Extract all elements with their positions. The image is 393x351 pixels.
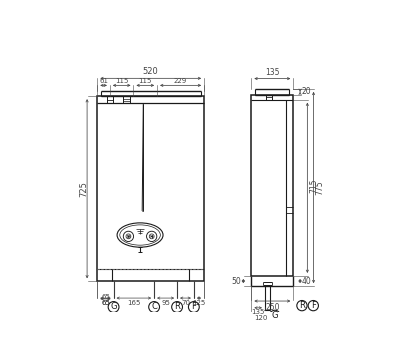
Text: 70: 70: [181, 300, 190, 306]
Text: 120: 120: [254, 315, 267, 321]
Text: 250: 250: [265, 303, 279, 312]
Text: 65: 65: [101, 294, 110, 300]
Text: 165: 165: [127, 300, 141, 306]
Text: 520: 520: [143, 67, 159, 77]
Text: 115: 115: [115, 78, 129, 84]
Text: 95: 95: [161, 300, 170, 306]
Text: R: R: [174, 303, 180, 311]
Text: 65: 65: [101, 300, 110, 306]
Text: 50: 50: [231, 277, 241, 286]
Text: 725: 725: [79, 181, 88, 197]
Text: R: R: [299, 301, 305, 310]
Text: G: G: [272, 311, 278, 320]
Text: F: F: [191, 303, 196, 311]
Bar: [97, 96, 204, 281]
Text: G: G: [110, 303, 117, 311]
Text: F: F: [311, 301, 316, 310]
Text: 775: 775: [316, 180, 325, 195]
Text: 65: 65: [101, 300, 110, 306]
Text: 229: 229: [174, 78, 187, 84]
Text: 61: 61: [99, 78, 108, 84]
Text: 20: 20: [302, 87, 311, 97]
Text: 40: 40: [302, 277, 311, 286]
Text: 715: 715: [310, 178, 318, 193]
Text: C: C: [151, 303, 157, 311]
Text: 135: 135: [265, 68, 279, 77]
Bar: [252, 95, 293, 276]
Text: 135: 135: [252, 310, 265, 316]
Text: 125: 125: [192, 300, 206, 306]
Text: 115: 115: [139, 78, 152, 84]
